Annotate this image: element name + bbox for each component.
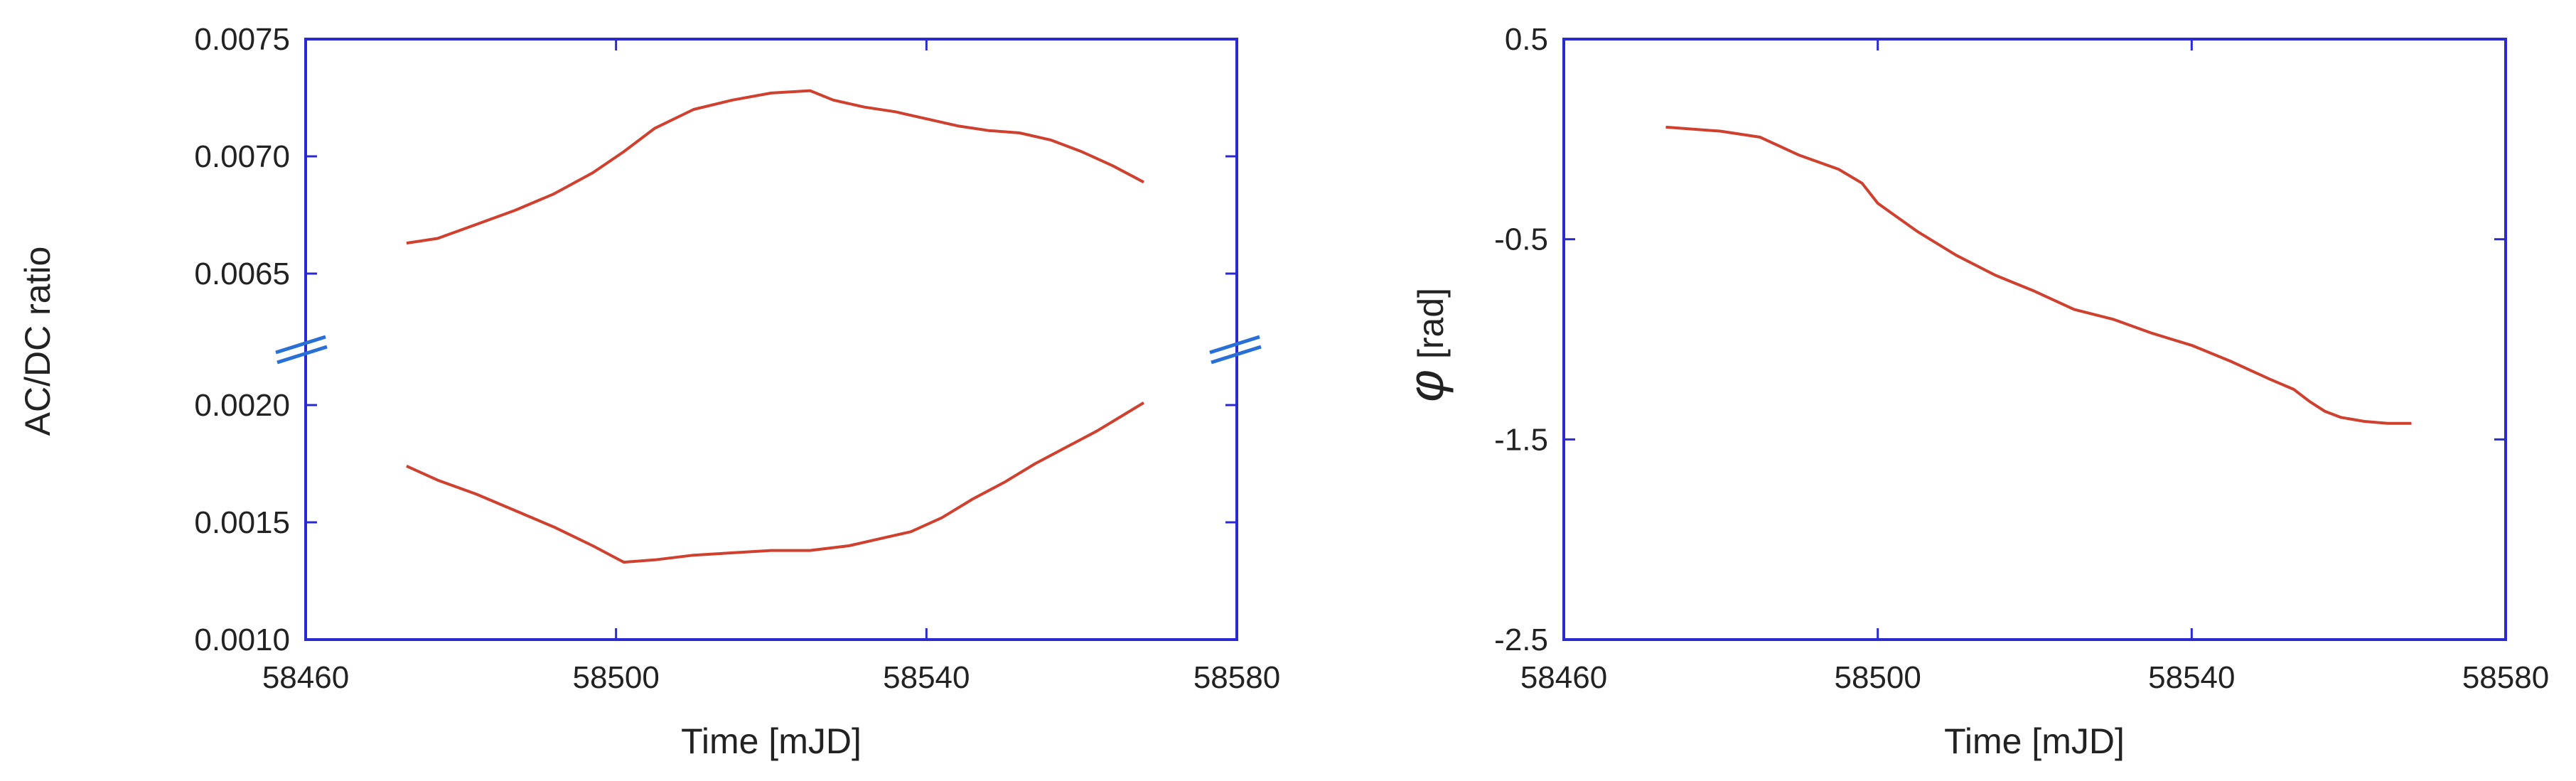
left-series	[406, 89, 1145, 564]
left-x-tick-label: 58460	[262, 660, 349, 695]
left-y-tick-label: 0.0020	[194, 388, 290, 423]
left-x-axis-label: Time [mJD]	[681, 721, 862, 761]
left-ticks	[304, 38, 1238, 641]
right-ticks	[1562, 38, 2507, 641]
left-x-tick-label: 58540	[883, 660, 970, 695]
left-y-tick-label: 0.0065	[194, 257, 290, 291]
left-y-tick-label: 0.0075	[194, 22, 290, 57]
right-y-tick-label: -1.5	[1494, 422, 1548, 457]
right-series-line	[1665, 125, 2412, 425]
left-y-tick-label: 0.0015	[194, 505, 290, 540]
left-axis-break-marker	[275, 335, 328, 365]
right-y-tick-label: -0.5	[1494, 222, 1548, 257]
right-y-axis-unit: [rad]	[1411, 288, 1451, 359]
left-series-line-upper	[406, 89, 1144, 245]
left-y-tick-label: 0.0070	[194, 139, 290, 174]
right-x-tick-label: 58460	[1520, 660, 1607, 695]
right-tick-labels: 58460 58500 58540 58580 0.5 -0.5 -1.5 -2.5	[1494, 22, 2549, 695]
left-series-line-lower	[406, 401, 1145, 564]
left-x-tick-label: 58580	[1193, 660, 1280, 695]
right-y-tick-label: 0.5	[1505, 22, 1548, 57]
right-x-tick-label: 58500	[1834, 660, 1921, 695]
left-chart: 58460 58500 58540 58580 0.0075 0.0070 0.0065 0.…	[18, 22, 1280, 761]
right-plot-frame	[1562, 38, 2507, 641]
left-y-axis-label: AC/DC ratio	[18, 247, 58, 436]
right-y-tick-label: -2.5	[1494, 623, 1548, 657]
left-x-tick-label: 58500	[572, 660, 659, 695]
right-axis-break-marker	[1209, 335, 1262, 365]
right-x-tick-label: 58580	[2462, 660, 2549, 695]
right-x-tick-label: 58540	[2148, 660, 2235, 695]
right-y-axis-symbol: φ	[1398, 370, 1454, 402]
left-plot-frame	[304, 38, 1238, 641]
left-tick-labels: 58460 58500 58540 58580 0.0075 0.0070 0.0065 0.…	[194, 22, 1280, 695]
right-series	[1665, 125, 2412, 425]
right-y-axis-label: φ [rad]	[1398, 288, 1454, 402]
right-chart: 58460 58500 58540 58580 0.5 -0.5 -1.5 -2.5 Time…	[1398, 22, 2549, 761]
right-x-axis-label: Time [mJD]	[1944, 721, 2125, 761]
left-y-tick-label: 0.0010	[194, 623, 290, 657]
